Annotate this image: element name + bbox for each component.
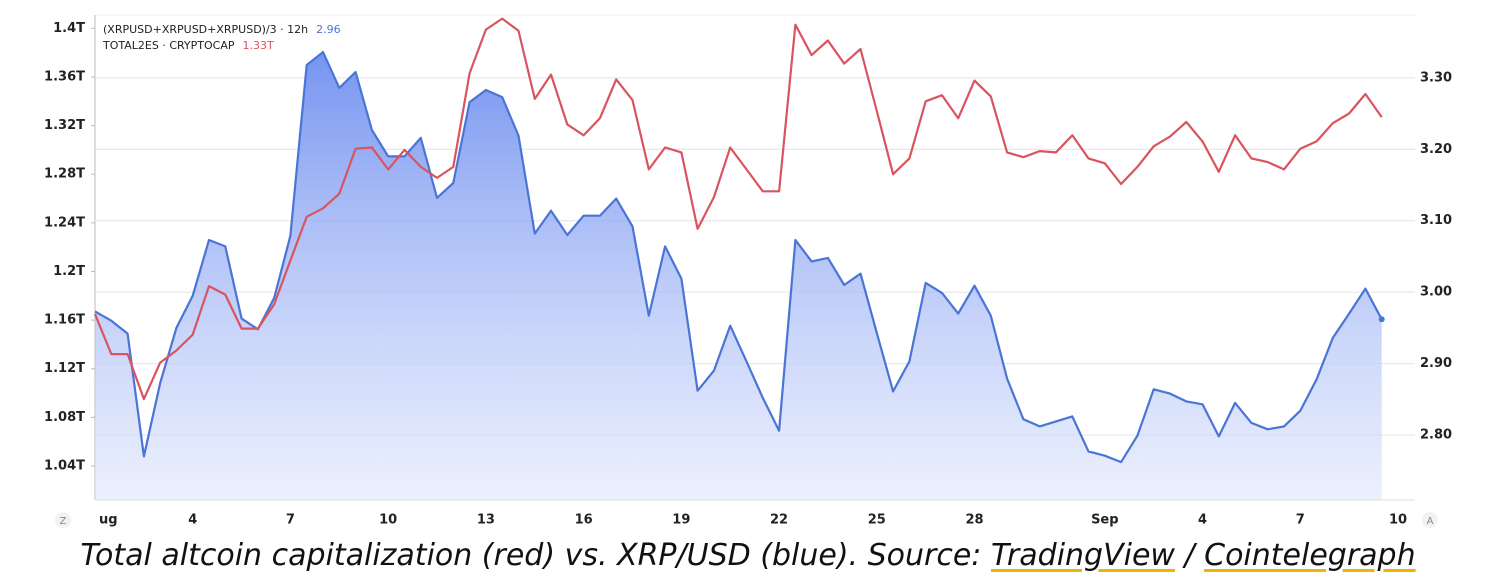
y2-tick-label: 3.30 [1420,70,1452,85]
corner-button [1422,512,1438,528]
y-tick-label: 1.32T [44,118,85,133]
corner-label: A [1427,516,1434,527]
x-tick-label: Sep [1091,513,1119,528]
corner-label: Z [60,516,67,527]
y2-tick-label: 2.90 [1420,356,1452,371]
y-tick-label: 1.08T [44,410,85,425]
x-tick-label: 4 [188,513,197,528]
x-tick-label: 13 [477,513,495,528]
corner-button [55,512,71,528]
y2-tick-label: 3.00 [1420,285,1452,300]
x-tick-label: ug [99,513,118,528]
plot [93,17,1385,500]
legend-label: (XRPUSD+XRPUSD+XRPUSD)/3 · 12h [103,23,308,36]
caption-separator: / [1174,538,1205,573]
x-tick-label: 10 [1389,513,1407,528]
y-tick-label: 1.04T [44,458,85,473]
x-tick-label: 25 [868,513,886,528]
x-tick-label: 28 [965,513,983,528]
y2-tick-label: 3.10 [1420,213,1452,228]
y2-tick-label: 2.80 [1420,428,1452,443]
x-tick-label: 22 [770,513,788,528]
y-tick-label: 1.2T [53,264,85,279]
labels: 1.04T 1.08T 1.12T 1.16T 1.2T 1.24T 1.28T 1.32T 1… [44,21,1452,528]
caption-text: Total altcoin capitalization (red) vs. X… [80,538,991,573]
x-tick-label: 16 [575,513,593,528]
caption-link[interactable]: TradingView [990,538,1175,573]
area [95,52,1382,500]
line [93,17,1383,401]
y-tick-label: 1.4T [53,21,85,36]
legend-value: 2.96 [316,23,341,36]
y-tick-label: 1.24T [44,215,85,230]
x-tick-label: 19 [672,513,690,528]
caption: Total altcoin capitalization (red) vs. X… [0,538,1496,573]
y-tick-label: 1.36T [44,69,85,84]
legend-value: 1.33T [243,39,274,52]
y-tick-label: 1.28T [44,167,85,182]
caption-link[interactable]: Cointelegraph [1204,538,1416,573]
chart: 1.04T 1.08T 1.12T 1.16T 1.2T 1.24T 1.28T 1.32T 1… [44,14,1452,528]
last-point [1378,316,1385,323]
x-tick-label: 10 [379,513,397,528]
x-tick-label: 7 [1296,513,1305,528]
y-tick-label: 1.12T [44,361,85,376]
y-tick-label: 1.16T [44,313,85,328]
legend-label: TOTAL2ES · CRYPTOCAP [102,39,235,52]
x-tick-label: 4 [1198,513,1207,528]
y2-tick-label: 3.20 [1420,142,1452,157]
x-tick-label: 7 [286,513,295,528]
line [94,51,1383,464]
